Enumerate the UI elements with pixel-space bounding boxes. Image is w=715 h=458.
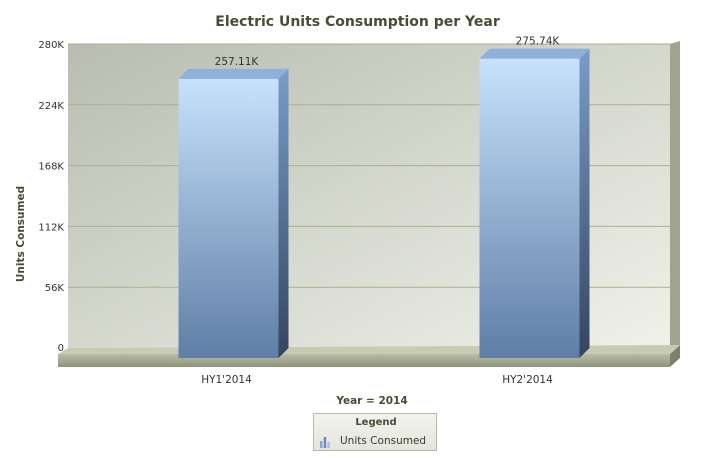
data-label: 275.74K [516,36,561,48]
legend: Legend Units Consumed [313,413,437,451]
x-tick-label: HY1'2014 [201,374,252,386]
plot-floor-side [670,345,680,367]
y-tick-label: 0 [58,343,64,354]
legend-label: Units Consumed [340,435,427,447]
data-label: 257.11K [215,56,260,68]
chart-title: Electric Units Consumption per Year [215,14,500,30]
y-tick-label: 168K [38,162,64,173]
bar-chart-icon [320,437,330,448]
plot-side-wall [670,41,680,348]
y-tick-label: 280K [38,40,64,51]
bar[interactable] [479,48,590,358]
y-tick-label: 56K [45,283,65,294]
x-tick-label: HY2'2014 [502,374,553,386]
legend-title: Legend [355,417,397,428]
y-tick-label: 112K [38,222,64,233]
y-axis-title: Units Consumed [15,186,27,282]
x-axis-title: Year = 2014 [335,395,407,407]
y-tick-label: 224K [38,101,64,112]
bar[interactable] [178,68,289,359]
